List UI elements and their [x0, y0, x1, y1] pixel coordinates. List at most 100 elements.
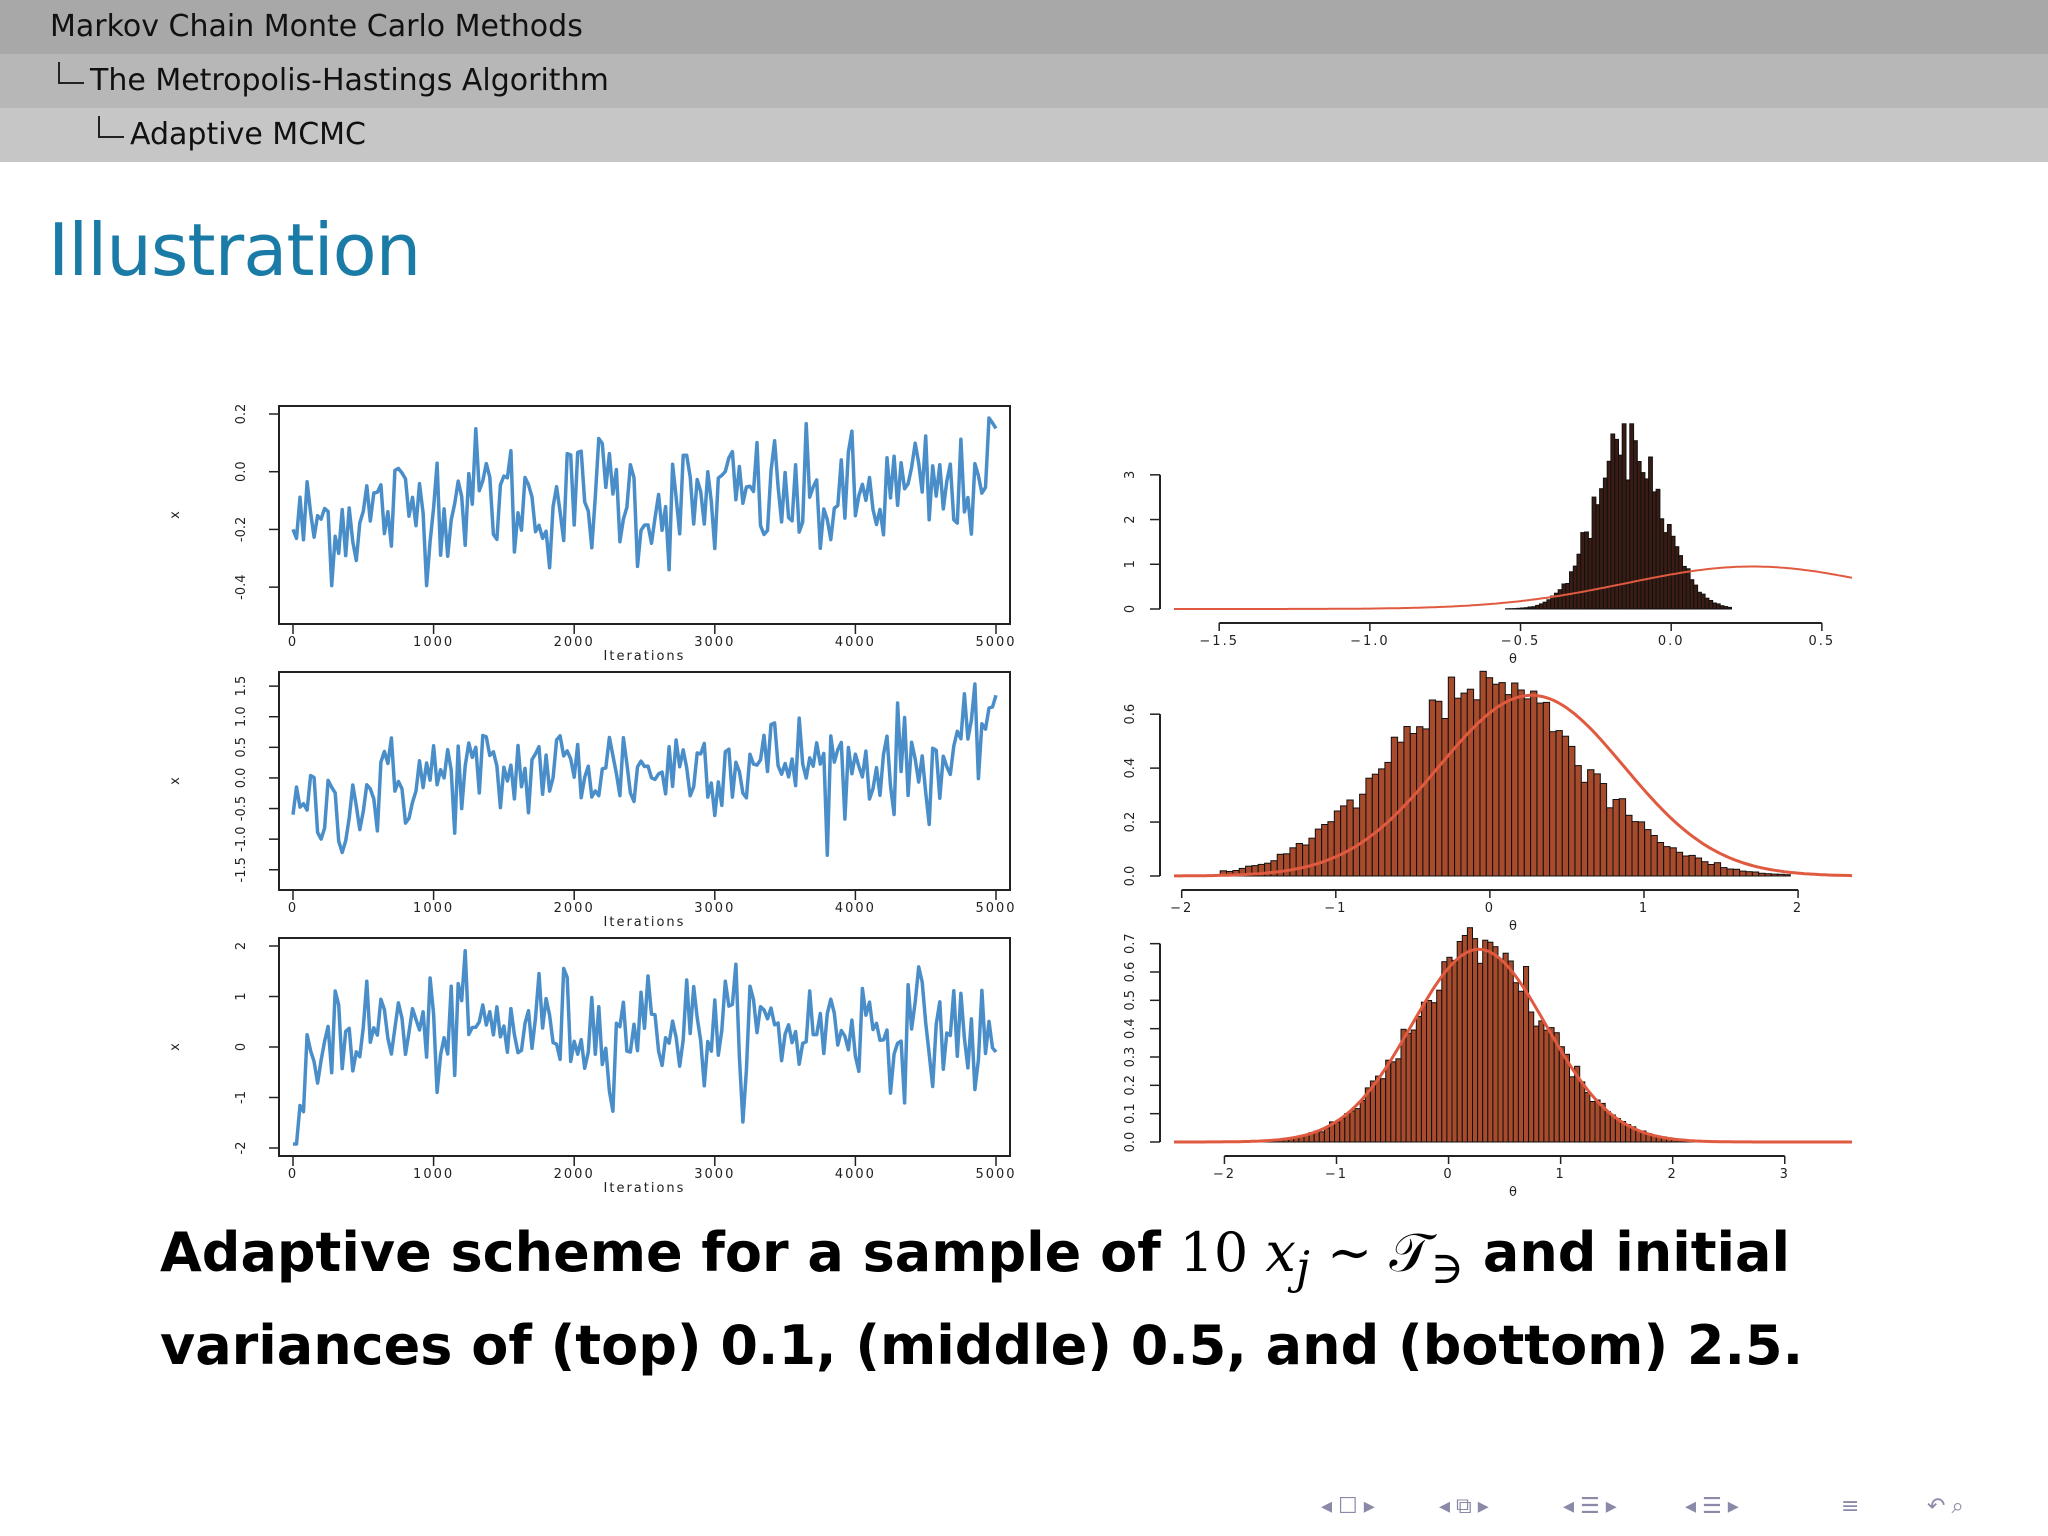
- subsubsection-icon[interactable]: ☰: [1702, 1493, 1722, 1519]
- y-tick-label: 0.6: [1123, 962, 1138, 983]
- hist-bar: [1751, 871, 1760, 877]
- hist-bar: [1466, 927, 1474, 1143]
- math-x: x: [1265, 1221, 1296, 1284]
- hist-bar: [1631, 821, 1639, 877]
- menu-icon[interactable]: ≡: [1841, 1493, 1860, 1519]
- hist-bar: [1349, 1110, 1356, 1143]
- hist-bar: [1599, 488, 1604, 610]
- hist-bar: [1435, 700, 1443, 877]
- hist-bar: [1726, 868, 1734, 877]
- x-tick-label: −1.0: [1350, 634, 1390, 649]
- hist-bar: [1670, 535, 1676, 610]
- section-next-icon[interactable]: ▸: [1605, 1493, 1617, 1519]
- x-tick-label: 2000: [554, 1167, 595, 1182]
- hist-bar: [1400, 1028, 1407, 1143]
- header-section[interactable]: Markov Chain Monte Carlo Methods: [0, 0, 2048, 54]
- hist-bar: [1390, 1061, 1397, 1143]
- hist-bar: [1340, 805, 1348, 877]
- search-icon[interactable]: ⌕: [1951, 1493, 1964, 1519]
- y-axis-label: x: [168, 777, 183, 785]
- hist-bar: [1694, 857, 1703, 877]
- y-tick-label: 0.0: [234, 768, 249, 789]
- trace-line: [293, 948, 998, 1146]
- hist-bar: [1416, 726, 1424, 877]
- hist-bar: [1339, 1117, 1346, 1143]
- x-tick-label: −1: [1325, 1167, 1348, 1182]
- y-tick-label: 3: [1123, 471, 1138, 479]
- hist-bar: [1359, 793, 1367, 877]
- y-tick-label: -1.0: [234, 826, 249, 851]
- x-axis-label: θ: [1509, 1185, 1517, 1200]
- hist-bar: [1371, 773, 1380, 877]
- hist-bar: [1720, 867, 1728, 877]
- hist-bar: [1770, 873, 1779, 877]
- undo-icon[interactable]: ↶: [1927, 1493, 1946, 1519]
- hist-bar: [1451, 959, 1458, 1143]
- y-tick-label: -2: [234, 1142, 249, 1155]
- subsection-next-icon[interactable]: ▸: [1477, 1493, 1489, 1519]
- hist-bar: [1700, 593, 1706, 610]
- hist-bar: [1283, 853, 1291, 877]
- hist-bar: [1517, 990, 1525, 1143]
- math-T-sub: ∋: [1430, 1240, 1465, 1294]
- hist-bar: [1492, 683, 1500, 877]
- frame-icon[interactable]: ☐: [1338, 1493, 1358, 1519]
- hist-bar: [1669, 847, 1677, 877]
- hist-bar: [1558, 1046, 1565, 1143]
- hist-bar: [1675, 851, 1684, 877]
- hist-bar: [1614, 438, 1619, 610]
- hist-bar: [1295, 843, 1303, 877]
- hist-bar: [1682, 855, 1690, 877]
- hist-bar: [1472, 938, 1479, 1143]
- y-tick-label: 0.1: [1123, 1103, 1138, 1124]
- y-tick-label: -0.2: [234, 517, 249, 542]
- y-tick-label: -1.5: [234, 857, 249, 882]
- hist-bar: [1533, 1025, 1540, 1143]
- hist-bar: [1610, 433, 1616, 610]
- hist-bar: [1594, 1099, 1601, 1143]
- subsection-icon[interactable]: ⧉: [1456, 1493, 1472, 1519]
- section-icon[interactable]: ☰: [1580, 1493, 1600, 1519]
- header-subsubsection[interactable]: Adaptive MCMC: [0, 108, 2048, 162]
- subsubsection-prev-icon[interactable]: ◂: [1685, 1493, 1697, 1519]
- hist-bar: [1625, 814, 1633, 877]
- y-tick-label: 0.2: [1123, 1075, 1138, 1096]
- hist-bar: [1333, 810, 1342, 877]
- hist-bar: [1504, 694, 1513, 877]
- hist-bar: [1589, 1101, 1596, 1143]
- hist-bar: [1441, 961, 1448, 1143]
- hist-bar: [1689, 579, 1695, 610]
- y-tick-label: 0.4: [1123, 758, 1138, 779]
- subsection-prev-icon[interactable]: ◂: [1439, 1493, 1451, 1519]
- hist-bar: [1732, 868, 1741, 877]
- hist-bar: [1542, 701, 1551, 877]
- header-subsection[interactable]: The Metropolis-Hastings Algorithm: [0, 54, 2048, 108]
- frame-next-icon[interactable]: ▸: [1363, 1493, 1375, 1519]
- hist-bar: [1574, 765, 1582, 877]
- hist-bar: [1666, 524, 1672, 610]
- header-subsection-label: The Metropolis-Hastings Algorithm: [90, 63, 609, 98]
- caption-math: 10 xj ∼ 𝒯∋: [1180, 1221, 1465, 1294]
- y-axis-label: x: [168, 1043, 183, 1051]
- hist-bar: [1289, 847, 1297, 877]
- hist-bar: [1461, 935, 1468, 1143]
- hist-bar: [1538, 1020, 1545, 1143]
- hist-bar: [1410, 1029, 1417, 1143]
- plot-frame: [278, 405, 1011, 625]
- hist-bar: [1512, 982, 1519, 1143]
- hist-bar: [1543, 1029, 1550, 1143]
- hist-bar: [1535, 604, 1540, 610]
- subsubsection-next-icon[interactable]: ▸: [1727, 1493, 1739, 1519]
- hist-bar: [1523, 698, 1532, 877]
- nav-menu: ≡: [1838, 1493, 1862, 1519]
- hist-bar: [1344, 1113, 1351, 1143]
- section-prev-icon[interactable]: ◂: [1563, 1493, 1575, 1519]
- hist-bar: [1385, 1059, 1392, 1143]
- hist-bar: [1308, 837, 1316, 877]
- frame-prev-icon[interactable]: ◂: [1321, 1493, 1333, 1519]
- x-tick-label: 2: [1668, 1167, 1678, 1182]
- hist-bar: [1507, 960, 1514, 1143]
- hist-bar: [1405, 1032, 1412, 1143]
- hist-bar: [1485, 677, 1494, 877]
